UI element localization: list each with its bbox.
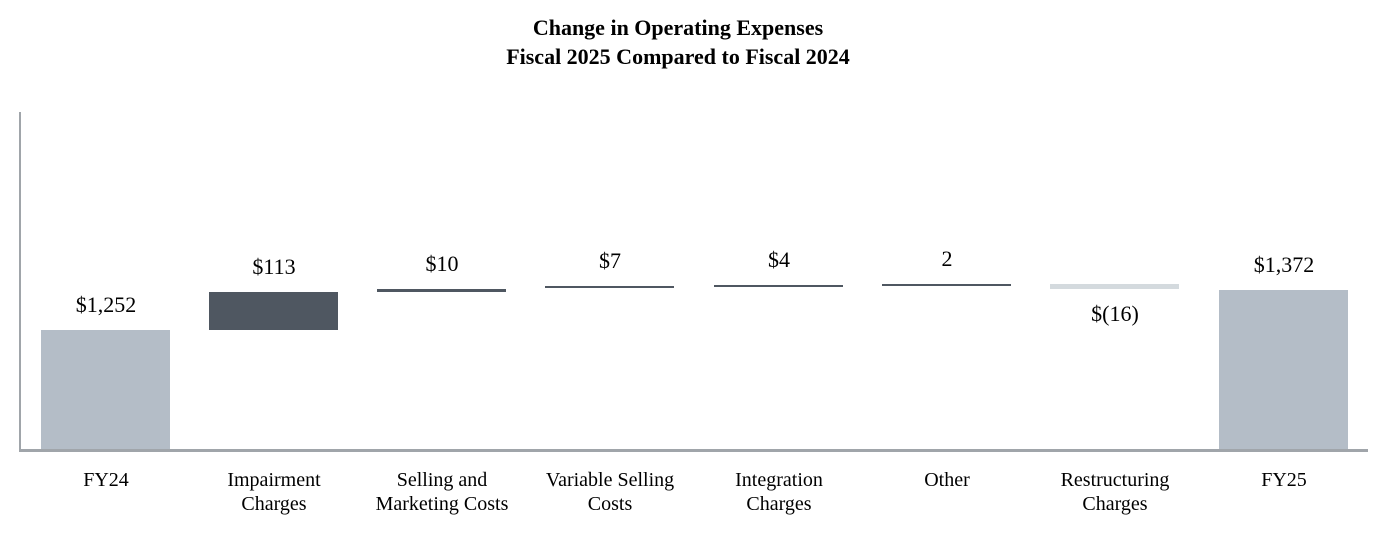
category-label-line: Variable Selling <box>545 469 675 491</box>
category-label-line: Charges <box>241 493 307 515</box>
category-label-variable-selling-costs: Variable Selling Costs <box>524 468 696 516</box>
category-label-line: Restructuring <box>1060 469 1170 491</box>
value-label-fy25: $1,372 <box>1253 252 1315 277</box>
category-label-line: FY25 <box>1261 469 1307 491</box>
category-label-other: Other <box>861 468 1033 492</box>
category-label-integration-charges: Integration Charges <box>693 468 865 516</box>
bar-variable-selling-costs <box>545 286 674 288</box>
category-label-line: Other <box>924 469 970 491</box>
category-label-impairment-charges: Impairment Charges <box>188 468 360 516</box>
bar-selling-and-marketing-costs <box>377 289 506 292</box>
value-label-impairment-charges: $113 <box>252 254 296 279</box>
x-axis-line <box>19 449 1368 452</box>
category-label-line: Marketing Costs <box>375 493 509 515</box>
category-label-selling-and-marketing-costs: Selling and Marketing Costs <box>356 468 528 516</box>
category-label-line: Selling and <box>396 469 488 491</box>
value-label-integration-charges: $4 <box>768 247 790 272</box>
value-label-restructuring-charges: $(16) <box>1091 301 1139 326</box>
value-label-fy24: $1,252 <box>75 292 137 317</box>
category-label-line: FY24 <box>83 469 129 491</box>
bar-fy24 <box>41 330 170 449</box>
chart-title: Change in Operating Expenses Fiscal 2025… <box>0 13 1356 71</box>
bar-restructuring-charges <box>1050 284 1179 289</box>
category-label-line: Impairment <box>227 469 321 491</box>
category-label-line: Integration <box>735 469 823 491</box>
value-label-other: 2 <box>941 246 953 271</box>
category-label-fy24: FY24 <box>20 468 192 492</box>
bar-fy25 <box>1219 290 1348 449</box>
chart-title-line-2: Fiscal 2025 Compared to Fiscal 2024 <box>506 44 850 69</box>
value-label-selling-and-marketing-costs: $10 <box>425 251 459 276</box>
bar-impairment-charges <box>209 292 338 330</box>
category-label-line: Charges <box>746 493 812 515</box>
chart-title-line-1: Change in Operating Expenses <box>532 15 824 40</box>
category-label-line: Costs <box>587 493 633 515</box>
bar-integration-charges <box>714 285 843 287</box>
category-label-restructuring-charges: Restructuring Charges <box>1029 468 1201 516</box>
y-axis-line <box>19 112 21 450</box>
category-label-line: Charges <box>1082 493 1148 515</box>
category-label-fy25: FY25 <box>1198 468 1370 492</box>
value-label-variable-selling-costs: $7 <box>599 248 621 273</box>
bar-other <box>882 284 1011 286</box>
